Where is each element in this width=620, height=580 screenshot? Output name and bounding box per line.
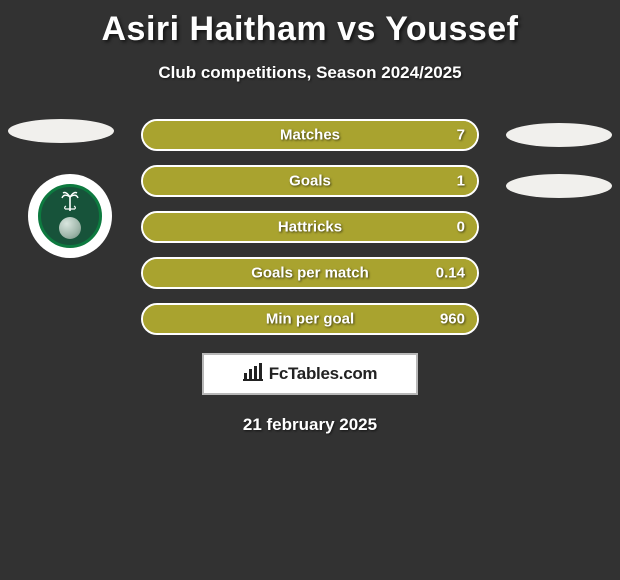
stat-bar: Goals per match 0.14 <box>141 257 479 289</box>
page-title: Asiri Haitham vs Youssef <box>0 0 620 49</box>
player-photo-placeholder-right-1 <box>506 123 612 147</box>
page-subtitle: Club competitions, Season 2024/2025 <box>0 63 620 83</box>
stat-bar: Hattricks 0 <box>141 211 479 243</box>
palm-tree-icon <box>61 191 79 214</box>
stat-bar: Goals 1 <box>141 165 479 197</box>
club-crest <box>28 174 112 258</box>
brand-box: FcTables.com <box>202 353 418 395</box>
player-photo-placeholder-left <box>8 119 114 143</box>
date-label: 21 february 2025 <box>0 415 620 435</box>
stat-bar-label: Goals per match <box>251 265 369 282</box>
stat-bar: Matches 7 <box>141 119 479 151</box>
stat-bar-value: 0.14 <box>436 265 465 282</box>
brand-text: FcTables.com <box>269 364 378 384</box>
stat-bar-label: Goals <box>289 173 331 190</box>
stat-bar: Min per goal 960 <box>141 303 479 335</box>
football-icon <box>59 217 81 239</box>
content-area: Matches 7 Goals 1 Hattricks 0 Goals per match 0… <box>0 119 620 435</box>
stat-bar-value: 7 <box>457 127 465 144</box>
stat-bar-value: 1 <box>457 173 465 190</box>
stat-bar-value: 0 <box>457 219 465 236</box>
bar-chart-icon <box>243 363 263 386</box>
stat-bar-label: Matches <box>280 127 340 144</box>
stat-bar-label: Hattricks <box>278 219 342 236</box>
stat-bar-value: 960 <box>440 311 465 328</box>
stat-bar-label: Min per goal <box>266 311 354 328</box>
player-photo-placeholder-right-2 <box>506 174 612 198</box>
club-crest-inner <box>38 184 102 248</box>
stat-bars: Matches 7 Goals 1 Hattricks 0 Goals per match 0… <box>141 119 479 335</box>
